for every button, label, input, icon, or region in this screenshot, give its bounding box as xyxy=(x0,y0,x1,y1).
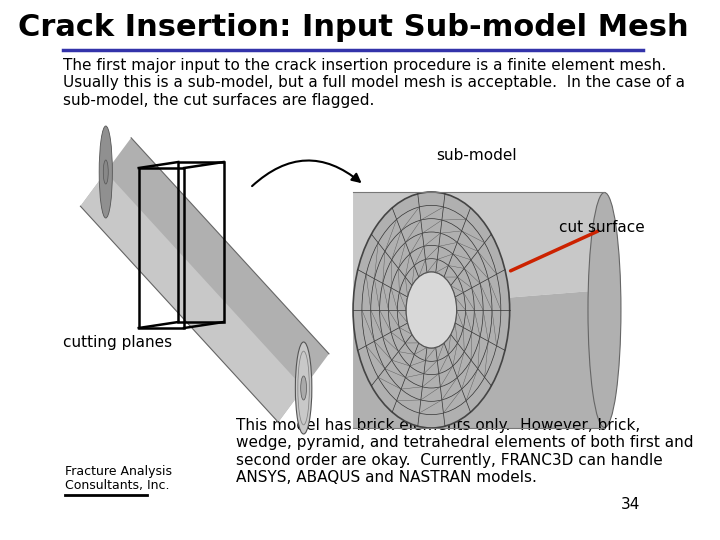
Text: Fracture Analysis: Fracture Analysis xyxy=(65,465,171,478)
Polygon shape xyxy=(81,172,304,422)
Ellipse shape xyxy=(353,192,510,428)
FancyArrowPatch shape xyxy=(252,160,360,186)
Ellipse shape xyxy=(588,192,621,428)
Ellipse shape xyxy=(103,160,108,184)
Text: cut surface: cut surface xyxy=(559,220,645,235)
Polygon shape xyxy=(81,138,329,422)
Ellipse shape xyxy=(406,272,456,348)
Text: 34: 34 xyxy=(621,497,640,512)
Text: This model has brick elements only.  However, brick,
wedge, pyramid, and tetrahe: This model has brick elements only. Howe… xyxy=(236,418,693,485)
Text: The first major input to the crack insertion procedure is a finite element mesh.: The first major input to the crack inser… xyxy=(63,58,685,108)
Ellipse shape xyxy=(301,376,307,400)
Ellipse shape xyxy=(295,342,312,434)
Text: Crack Insertion: Input Sub-model Mesh: Crack Insertion: Input Sub-model Mesh xyxy=(18,14,688,43)
Text: sub-model: sub-model xyxy=(436,148,517,163)
Text: cutting planes: cutting planes xyxy=(63,335,172,350)
Ellipse shape xyxy=(406,272,456,348)
Polygon shape xyxy=(353,290,605,428)
Polygon shape xyxy=(353,192,605,310)
Ellipse shape xyxy=(99,126,112,218)
Text: Consultants, Inc.: Consultants, Inc. xyxy=(65,479,169,492)
